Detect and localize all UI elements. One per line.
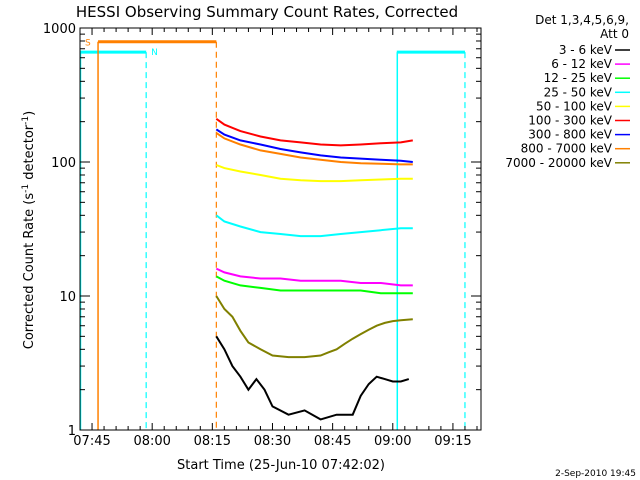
series-line-3 bbox=[215, 214, 413, 238]
legend-label-1: 6 - 12 keV bbox=[551, 57, 613, 71]
legend-label-2: 12 - 25 keV bbox=[544, 71, 613, 85]
series-line-2 bbox=[215, 275, 413, 295]
x-axis-label: Start Time (25-Jun-10 07:42:02) bbox=[177, 458, 385, 473]
y-axis-label-mid: detector bbox=[22, 124, 37, 184]
y-tick-label-2: 100 bbox=[51, 156, 76, 171]
x-tick-label-3: 08:30 bbox=[254, 434, 291, 449]
y-axis-label: Corrected Count Rate (s-1 detector-1) bbox=[21, 111, 37, 349]
footer-date: 2-Sep-2010 19:45 bbox=[555, 469, 636, 479]
y-axis-label-main: Corrected Count Rate (s bbox=[22, 193, 37, 350]
y-axis-label-end: ) bbox=[22, 111, 37, 116]
legend-header-detectors: Det 1,3,4,5,6,9, bbox=[535, 13, 629, 27]
axes-layer: 07:45 08:00 08:15 08:30 08:45 09:00 09:15 1 10 10… bbox=[43, 22, 482, 449]
x-tick-label-6: 09:15 bbox=[434, 434, 471, 449]
legend-header-attenuator: Att 0 bbox=[600, 27, 629, 41]
saa-flag-label: S bbox=[85, 39, 91, 49]
series-line-4 bbox=[215, 164, 413, 183]
legend-label-0: 3 - 6 keV bbox=[559, 43, 613, 57]
x-tick-label-4: 08:45 bbox=[314, 434, 351, 449]
series-layer bbox=[215, 117, 413, 421]
flag-layer: SN bbox=[79, 39, 466, 430]
series-line-5 bbox=[215, 117, 413, 147]
series-line-7 bbox=[215, 132, 413, 166]
y-axis-label-sup2: -1 bbox=[21, 116, 31, 125]
legend-label-3: 25 - 50 keV bbox=[544, 85, 613, 99]
y-tick-label-3: 1000 bbox=[43, 22, 76, 37]
y-tick-label-0: 1 bbox=[68, 424, 76, 439]
y-axis-label-sup1: -1 bbox=[21, 184, 31, 193]
x-tick-label-2: 08:15 bbox=[194, 434, 231, 449]
legend-label-8: 7000 - 20000 keV bbox=[505, 156, 612, 170]
legend-label-5: 100 - 300 keV bbox=[528, 114, 612, 128]
x-tick-label-5: 09:00 bbox=[374, 434, 411, 449]
series-line-6 bbox=[215, 128, 413, 163]
y-tick-label-1: 10 bbox=[59, 290, 76, 305]
series-line-0 bbox=[215, 335, 410, 421]
x-tick-label-1: 08:00 bbox=[133, 434, 170, 449]
series-line-1 bbox=[215, 267, 413, 287]
plot-frame bbox=[79, 27, 482, 431]
chart-title: HESSI Observing Summary Count Rates, Cor… bbox=[76, 3, 458, 21]
night-flag-label: N bbox=[151, 48, 158, 58]
legend-label-4: 50 - 100 keV bbox=[536, 99, 613, 113]
x-tick-label-0: 07:45 bbox=[73, 434, 110, 449]
legend-label-6: 300 - 800 keV bbox=[528, 128, 612, 142]
legend-label-7: 800 - 7000 keV bbox=[521, 142, 613, 156]
series-line-8 bbox=[215, 295, 413, 359]
